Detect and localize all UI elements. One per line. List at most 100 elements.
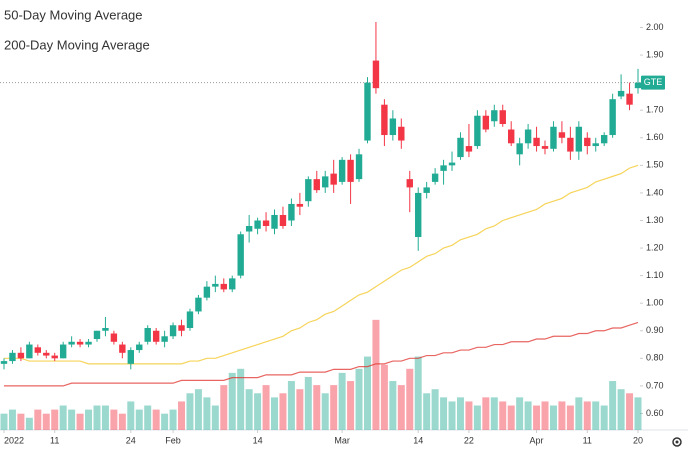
- volume-bar: [541, 401, 549, 430]
- volume-bar: [617, 389, 625, 430]
- volume-bar: [110, 409, 118, 430]
- candle-body: [212, 283, 219, 287]
- candle-body: [516, 143, 523, 155]
- candle-body: [279, 214, 287, 226]
- volume-bar: [178, 401, 186, 430]
- candle-body: [169, 325, 177, 337]
- volume-bar: [456, 397, 464, 430]
- volume-bar: [533, 405, 541, 430]
- candle-body: [254, 220, 261, 229]
- candle-body: [372, 60, 380, 89]
- candle-body: [330, 173, 337, 185]
- y-tick-label: 1.60: [646, 132, 664, 142]
- candle-body: [491, 110, 498, 122]
- candle-body: [119, 344, 126, 353]
- volume-bar: [363, 356, 371, 430]
- candle-body: [575, 126, 583, 152]
- volume-bar: [507, 405, 515, 430]
- candle-body: [508, 129, 515, 144]
- candle-body: [313, 179, 320, 191]
- settings-icon[interactable]: [672, 437, 682, 447]
- volume-bar: [169, 409, 177, 430]
- volume-bar: [626, 393, 634, 430]
- volume-bar: [25, 417, 33, 430]
- volume-bar: [152, 409, 160, 430]
- candle-body: [288, 203, 295, 221]
- candle-body: [474, 115, 481, 147]
- candle-body: [389, 118, 397, 136]
- candle-body: [26, 344, 33, 359]
- candle-body: [423, 187, 430, 193]
- candle-body: [533, 137, 540, 147]
- volume-bar: [380, 364, 388, 430]
- legend-label: 200-Day Moving Average: [4, 37, 150, 52]
- candle-body: [220, 283, 227, 290]
- x-tick-label: Apr: [530, 435, 544, 445]
- volume-bar: [524, 401, 532, 430]
- volume-bar: [634, 397, 642, 430]
- volume-bar: [330, 385, 338, 430]
- candle-body: [161, 336, 168, 342]
- x-tick-label: 14: [253, 435, 263, 445]
- y-tick-label: 1.30: [646, 215, 664, 225]
- candle-body: [271, 214, 278, 229]
- volume-bar: [203, 397, 211, 430]
- settings-center: [675, 440, 679, 444]
- candle-body: [136, 344, 143, 351]
- volume-bar: [271, 397, 279, 430]
- candle-body: [541, 146, 549, 149]
- candle-body: [51, 355, 58, 359]
- candle-body: [127, 350, 134, 364]
- volume-bar: [186, 393, 194, 430]
- candle-body: [347, 159, 354, 182]
- candle-body: [617, 90, 625, 97]
- volume-bar: [431, 389, 439, 430]
- candle-body: [338, 159, 346, 182]
- candle-body: [195, 297, 202, 312]
- candle-body: [634, 82, 642, 89]
- volume-bar: [347, 381, 355, 430]
- moving-average-line: [4, 321, 639, 387]
- volume-bar: [304, 376, 312, 430]
- candle-body: [431, 173, 439, 182]
- candle-body: [59, 344, 67, 359]
- volume-bar: [228, 372, 236, 430]
- candle-body: [381, 104, 388, 136]
- y-tick-label: 0.60: [646, 408, 664, 418]
- candle-body: [110, 333, 118, 342]
- volume-bar: [566, 405, 574, 430]
- volume-bar: [465, 401, 473, 430]
- volume-bar: [558, 401, 566, 430]
- volume-bar: [389, 381, 397, 430]
- volume-bar: [600, 405, 608, 430]
- volume-bar: [0, 413, 8, 430]
- volume-bar: [406, 368, 414, 430]
- candle-body: [398, 126, 405, 141]
- volume-bar: [51, 409, 59, 430]
- candle-body: [558, 132, 566, 138]
- candle-body: [322, 176, 329, 188]
- y-tick-label: 0.80: [646, 353, 664, 363]
- x-tick-label: 14: [413, 435, 423, 445]
- volume-bar: [237, 368, 245, 430]
- y-tick-label: 0.90: [646, 325, 664, 335]
- candle-body: [415, 192, 422, 238]
- candle-body: [524, 129, 532, 144]
- volume-bar: [414, 356, 422, 430]
- volume-bar: [68, 409, 76, 430]
- volume-bar: [118, 413, 126, 430]
- candle-body: [457, 137, 464, 158]
- y-tick-label: 1.50: [646, 160, 664, 170]
- x-tick-label: 22: [464, 435, 474, 445]
- y-tick-label: 1.90: [646, 49, 664, 59]
- candle-body: [152, 330, 160, 342]
- volume-bar: [482, 397, 490, 430]
- y-tick-label: 1.00: [646, 298, 664, 308]
- volume-bar: [59, 405, 67, 430]
- volume-bar: [490, 397, 498, 430]
- candle-body: [43, 352, 50, 356]
- volume-bar: [423, 393, 431, 430]
- x-tick-label: 11: [583, 435, 592, 445]
- candle-body: [203, 286, 211, 298]
